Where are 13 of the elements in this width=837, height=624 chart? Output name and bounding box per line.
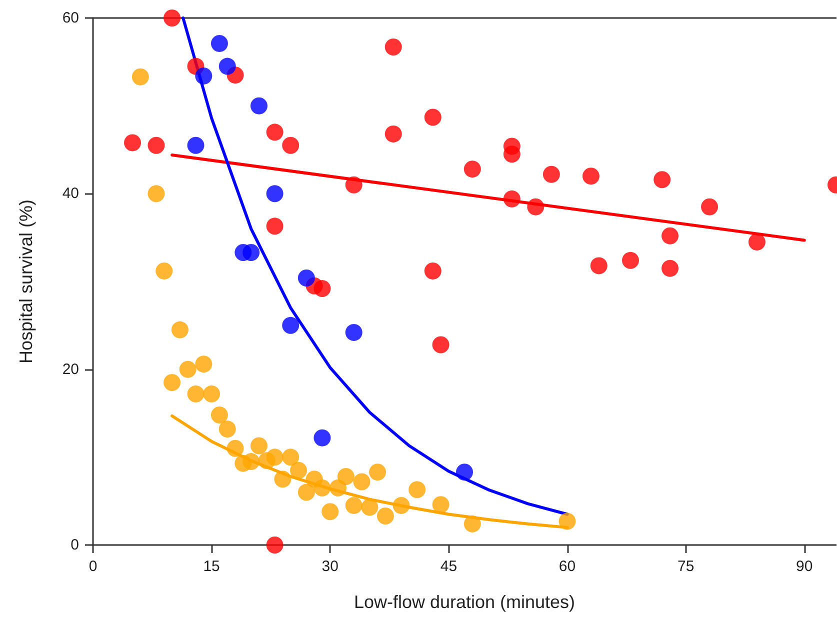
y-tick-label: 0	[70, 536, 79, 554]
x-tick-label: 15	[203, 558, 220, 575]
x-tick-label: 45	[440, 558, 458, 575]
x-axis-title: Low-flow duration (minutes)	[354, 592, 576, 612]
y-tick-label: 60	[62, 10, 79, 26]
x-tick-label: 75	[677, 558, 694, 575]
x-tick-label: 0	[88, 558, 98, 575]
x-tick-label: 90	[796, 558, 813, 575]
y-axis-title: Hospital survival (%)	[16, 199, 36, 364]
y-tick-label: 40	[62, 185, 79, 202]
x-tick-label: 30	[322, 558, 338, 575]
y-tick-label: 20	[62, 360, 79, 378]
x-tick-label: 60	[558, 558, 576, 575]
